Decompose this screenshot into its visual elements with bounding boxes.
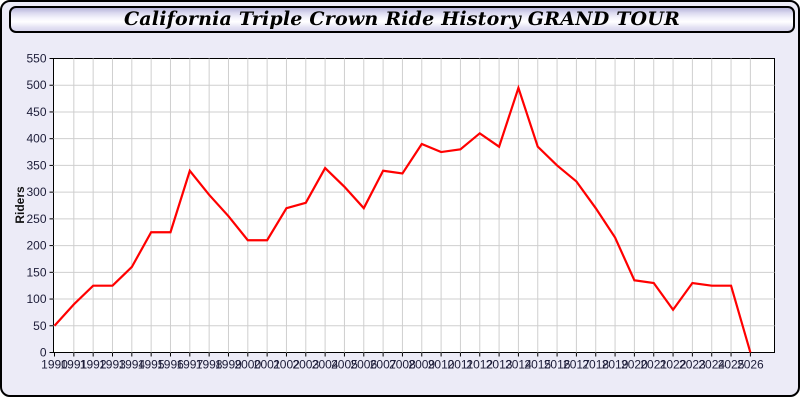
- chart-title: California Triple Crown Ride History GRA…: [123, 8, 681, 30]
- title-bar: California Triple Crown Ride History GRA…: [9, 6, 795, 33]
